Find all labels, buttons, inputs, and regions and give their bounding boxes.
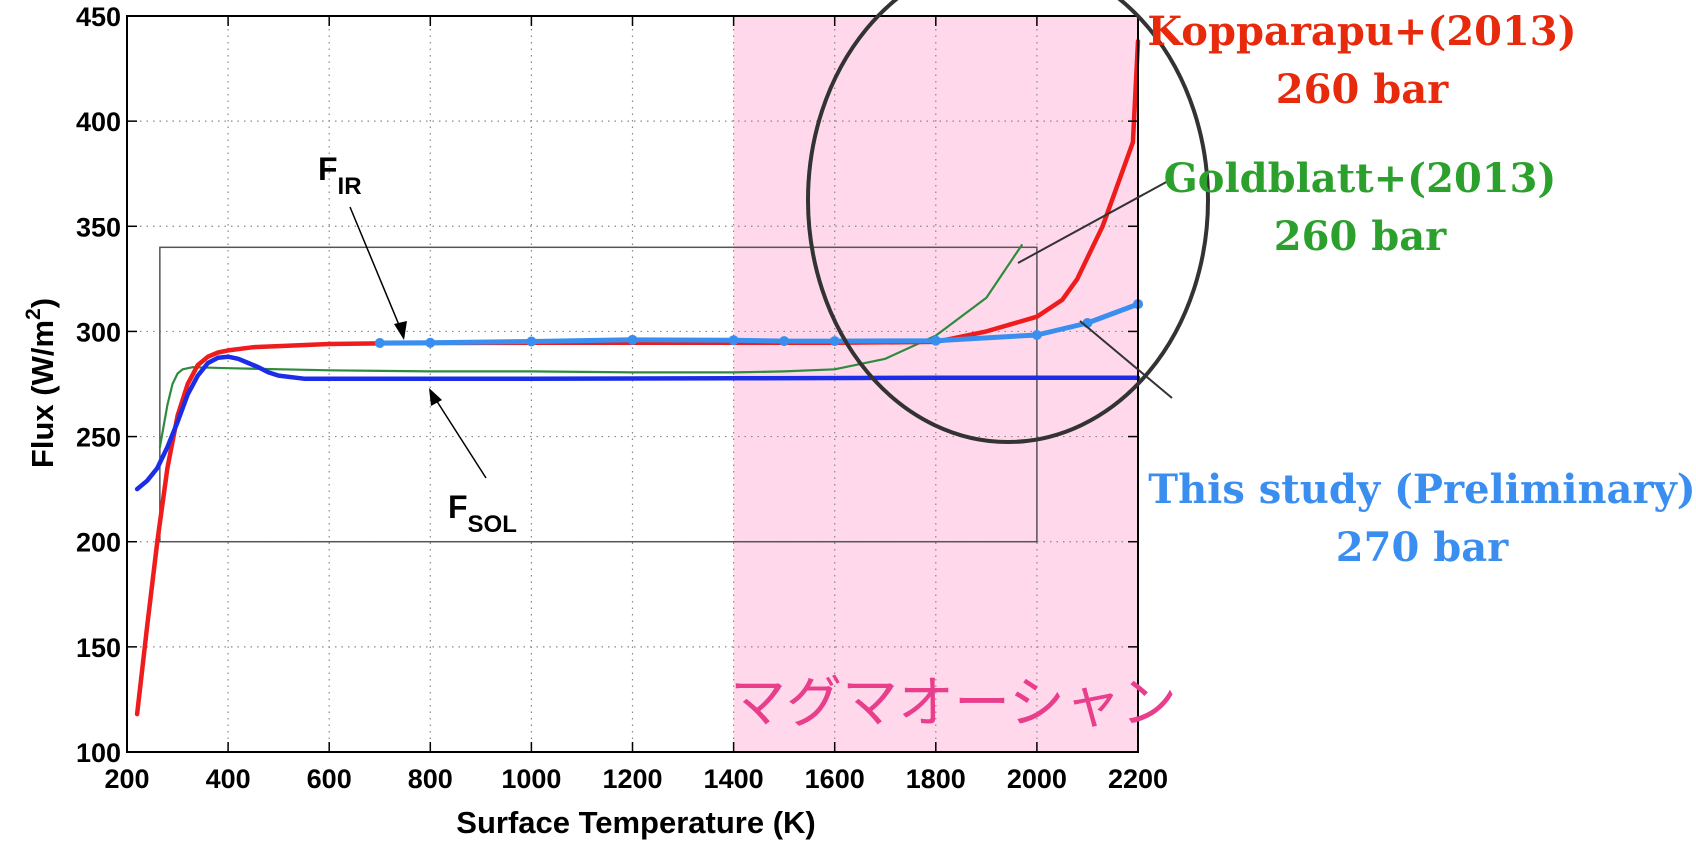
f-ir-arrowhead [394,321,407,340]
y-tick-label: 150 [76,633,121,663]
f-ir-sub: IR [338,173,362,200]
svg-text:Flux (W/m2): Flux (W/m2) [22,298,60,468]
f-sol-arrowhead [429,388,442,406]
inset-box [159,246,1038,543]
this-study-point [1031,330,1042,341]
svg-text:FSOL: FSOL [448,489,517,538]
this-study-point [526,336,537,347]
this-study-point [627,334,638,345]
series-this-study-sol [134,354,1141,492]
y-axis-title-main: Flux (W/m [25,320,60,468]
x-tick-label: 1200 [602,764,662,794]
x-tick-label: 600 [307,764,352,794]
f-ir-main: F [318,151,338,187]
this-study-point [779,336,790,347]
legend-this-study: This study (Preliminary) 270 bar [1148,466,1695,571]
legend-kopparapu-line1: Kopparapu+(2013) [1147,8,1576,55]
svg-text:FIR: FIR [318,151,362,200]
y-axis-title: Flux (W/m2) [22,298,60,468]
y-tick-label: 300 [76,317,121,347]
y-axis-title-end: ) [25,298,60,308]
x-tick-label: 800 [408,764,453,794]
x-tick-label: 1800 [906,764,966,794]
goldblatt-leader [1017,179,1171,264]
magma-ocean-label: マグマオーシャン [730,671,1177,736]
highlight-ellipse [806,0,1210,444]
y-tick-label: 250 [76,423,121,453]
y-tick-label: 450 [76,2,121,32]
series-layer [134,38,1143,717]
axis-ticks: 200 400 600 800 1000 1200 1400 1600 1800 2000 2200… [76,2,1168,794]
legend-goldblatt-line2: 260 bar [1274,213,1447,260]
x-tick-label: 1000 [501,764,561,794]
f-sol-main: F [448,489,468,525]
legend-goldblatt-line1: Goldblatt+(2013) [1164,155,1557,202]
this-study-point [829,336,840,347]
magma-ocean-region [733,16,1138,752]
x-tick-label: 2200 [1108,764,1168,794]
x-tick-label: 200 [104,764,149,794]
y-axis-title-sup: 2 [22,308,45,320]
y-tick-label: 400 [76,107,121,137]
series-goldblatt [158,244,1023,449]
f-sol-annotation: FSOL [429,388,517,538]
legend-this-study-line2: 270 bar [1336,524,1509,571]
y-tick-label: 350 [76,212,121,242]
legend-kopparapu: Kopparapu+(2013) 260 bar [1147,8,1576,113]
this-study-point [728,335,739,346]
legend-this-study-line1: This study (Preliminary) [1148,466,1695,513]
x-tick-label: 400 [206,764,251,794]
f-ir-arrow [349,206,405,338]
f-sol-arrow [430,391,487,479]
y-tick-label: 100 [76,738,121,768]
x-tick-label: 1400 [704,764,764,794]
this-study-point [425,337,436,348]
this-study-leader [1079,320,1173,399]
this-study-point [374,337,385,348]
legend-kopparapu-line2: 260 bar [1276,66,1449,113]
y-tick-label: 200 [76,528,121,558]
legend-goldblatt: Goldblatt+(2013) 260 bar [1164,155,1557,260]
f-ir-annotation: FIR [318,151,407,340]
x-tick-label: 2000 [1007,764,1067,794]
this-study-point [930,335,941,346]
x-axis-title: Surface Temperature (K) [456,805,815,840]
x-tick-label: 1600 [805,764,865,794]
f-sol-sub: SOL [468,511,517,538]
